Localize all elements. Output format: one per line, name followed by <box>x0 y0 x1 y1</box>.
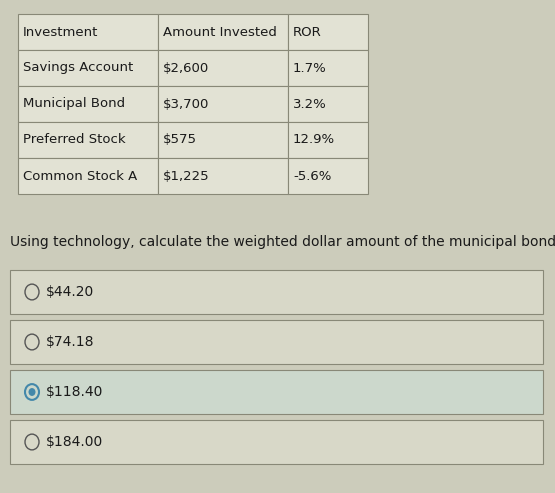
Text: $1,225: $1,225 <box>163 170 210 182</box>
Text: Common Stock A: Common Stock A <box>23 170 137 182</box>
FancyBboxPatch shape <box>18 50 158 86</box>
Ellipse shape <box>28 388 36 396</box>
Text: Preferred Stock: Preferred Stock <box>23 134 125 146</box>
Text: $2,600: $2,600 <box>163 62 209 74</box>
FancyBboxPatch shape <box>18 158 158 194</box>
Text: Investment: Investment <box>23 26 98 38</box>
FancyBboxPatch shape <box>288 158 368 194</box>
FancyBboxPatch shape <box>288 122 368 158</box>
FancyBboxPatch shape <box>158 50 288 86</box>
FancyBboxPatch shape <box>18 14 158 50</box>
Text: $118.40: $118.40 <box>46 385 103 399</box>
Text: $575: $575 <box>163 134 197 146</box>
FancyBboxPatch shape <box>288 14 368 50</box>
Text: Municipal Bond: Municipal Bond <box>23 98 125 110</box>
FancyBboxPatch shape <box>288 50 368 86</box>
Text: $44.20: $44.20 <box>46 285 94 299</box>
FancyBboxPatch shape <box>158 14 288 50</box>
FancyBboxPatch shape <box>18 122 158 158</box>
Text: -5.6%: -5.6% <box>293 170 331 182</box>
Text: $74.18: $74.18 <box>46 335 94 349</box>
FancyBboxPatch shape <box>18 86 158 122</box>
Text: 3.2%: 3.2% <box>293 98 327 110</box>
Text: $184.00: $184.00 <box>46 435 103 449</box>
Text: Savings Account: Savings Account <box>23 62 133 74</box>
FancyBboxPatch shape <box>158 122 288 158</box>
Text: Using technology, calculate the weighted dollar amount of the municipal bond.: Using technology, calculate the weighted… <box>10 235 555 249</box>
FancyBboxPatch shape <box>158 86 288 122</box>
FancyBboxPatch shape <box>10 370 543 414</box>
Text: 1.7%: 1.7% <box>293 62 327 74</box>
Text: 12.9%: 12.9% <box>293 134 335 146</box>
FancyBboxPatch shape <box>10 420 543 464</box>
FancyBboxPatch shape <box>288 86 368 122</box>
Text: ROR: ROR <box>293 26 322 38</box>
FancyBboxPatch shape <box>10 320 543 364</box>
FancyBboxPatch shape <box>10 270 543 314</box>
Text: $3,700: $3,700 <box>163 98 209 110</box>
Text: Amount Invested: Amount Invested <box>163 26 277 38</box>
FancyBboxPatch shape <box>158 158 288 194</box>
